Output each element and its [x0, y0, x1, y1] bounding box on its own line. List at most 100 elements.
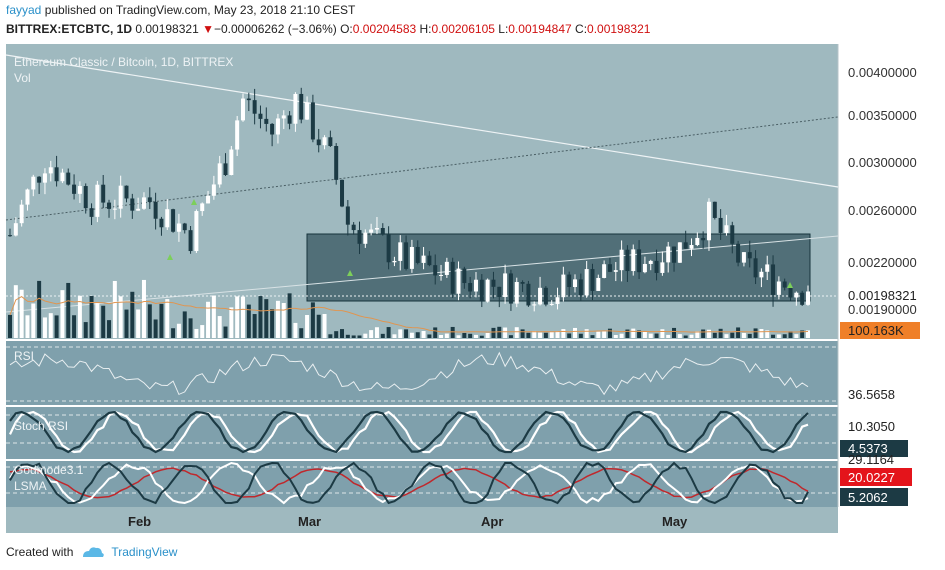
tradingview-logo-icon[interactable] — [81, 545, 105, 559]
candle-body — [619, 249, 624, 271]
volume-bar — [95, 303, 100, 338]
volume-bar — [8, 314, 12, 338]
volume-bar — [19, 289, 24, 338]
volume-bar — [526, 332, 531, 338]
candle-body — [206, 195, 211, 204]
candle-body — [83, 186, 88, 209]
chart-area[interactable]: Ethereum Classic / Bitcoin, 1D, BITTREX … — [0, 42, 945, 540]
lsma-label: LSMA — [14, 479, 47, 493]
volume-bar — [380, 333, 385, 338]
volume-bar — [584, 329, 589, 338]
volume-bar — [473, 334, 478, 338]
volume-bar — [596, 331, 601, 338]
candle-body — [340, 179, 345, 207]
signal-triangle-icon — [167, 254, 173, 260]
candle-body — [153, 201, 158, 219]
volume-bar — [607, 328, 612, 338]
volume-bar — [672, 327, 677, 338]
candle-body — [724, 225, 729, 233]
volume-bar — [427, 334, 432, 338]
candle-body — [590, 269, 595, 291]
volume-bar — [13, 285, 18, 338]
candle-body — [165, 209, 170, 228]
ohlc-line: BITTREX:ETCBTC, 1D 0.00198321 ▼−0.000062… — [6, 22, 650, 36]
time-tick: Apr — [481, 514, 503, 529]
candle-body — [25, 189, 30, 205]
rsi-pane[interactable] — [6, 341, 838, 405]
candle-body — [468, 283, 473, 292]
candle-body — [264, 118, 269, 124]
godmode-signal-line — [9, 467, 809, 499]
volume-bar — [357, 335, 362, 338]
last-price: 0.00198321 — [135, 22, 199, 36]
volume-bar — [532, 330, 537, 338]
candle-body — [497, 286, 502, 297]
candle-body — [450, 261, 455, 294]
candle-body — [240, 98, 245, 121]
candle-body — [19, 204, 24, 224]
candle-body — [48, 167, 53, 174]
volume-bar — [316, 314, 321, 338]
volume-bar — [281, 303, 286, 338]
volume-bar — [555, 331, 560, 338]
candle-body — [788, 287, 793, 298]
candle-body — [328, 137, 333, 146]
candle-body — [107, 202, 112, 209]
candle-body — [491, 279, 496, 287]
candle-body — [427, 255, 432, 266]
volume-bar — [328, 334, 333, 338]
stoch-label: Stoch RSI — [14, 419, 68, 433]
volume-bar — [299, 328, 304, 338]
tradingview-link[interactable]: TradingView — [111, 545, 178, 559]
candle-body — [136, 208, 141, 211]
rsi-value: 36.5658 — [848, 387, 895, 402]
price-tick: 0.00350000 — [848, 108, 917, 123]
candle-body — [404, 242, 409, 269]
volume-bar — [759, 328, 764, 338]
candle-body — [625, 249, 630, 272]
volume-bar — [107, 320, 112, 338]
volume-bar — [456, 335, 461, 338]
volume-bar — [31, 303, 36, 338]
candle-body — [211, 184, 216, 196]
author-link[interactable]: fayyad — [6, 3, 42, 17]
candle-body — [66, 172, 71, 185]
volume-bar — [287, 293, 292, 338]
stoch-k-line — [9, 410, 809, 454]
volume-bar — [718, 328, 723, 338]
candle-body — [718, 217, 723, 233]
volume-bar — [654, 333, 659, 338]
price-axis[interactable] — [838, 44, 945, 507]
candle-body — [532, 304, 537, 306]
candle-body — [398, 242, 403, 261]
publish-line: fayyad published on TradingView.com, May… — [6, 3, 355, 17]
volume-bar — [730, 332, 735, 338]
candle-body — [473, 279, 478, 292]
volume-bar — [305, 314, 310, 338]
godmode-value-bottom: 5.2062 — [848, 490, 888, 505]
candle-body — [409, 246, 414, 269]
volume-bar — [765, 330, 770, 338]
candle-body — [130, 198, 135, 211]
candle-body — [776, 281, 781, 295]
candle-body — [37, 176, 42, 183]
range-box — [306, 233, 811, 302]
candlesticks — [8, 87, 810, 312]
volume-bar — [590, 335, 595, 338]
volume-bar — [188, 318, 193, 338]
volume-bar — [118, 296, 123, 338]
candle-body — [31, 176, 36, 190]
candle-body — [310, 102, 315, 140]
candle-body — [706, 201, 711, 241]
candle-body — [462, 268, 467, 284]
candle-body — [246, 98, 251, 101]
candle-body — [147, 197, 152, 202]
signal-triangle-icon — [191, 199, 197, 205]
candle-body — [672, 246, 677, 263]
volume-bar — [741, 332, 746, 338]
candle-body — [54, 167, 59, 182]
symbol-label: BITTREX:ETCBTC, 1D — [6, 22, 132, 36]
volume-bar — [322, 313, 327, 338]
candle-body — [730, 225, 735, 244]
time-axis[interactable] — [6, 507, 838, 533]
